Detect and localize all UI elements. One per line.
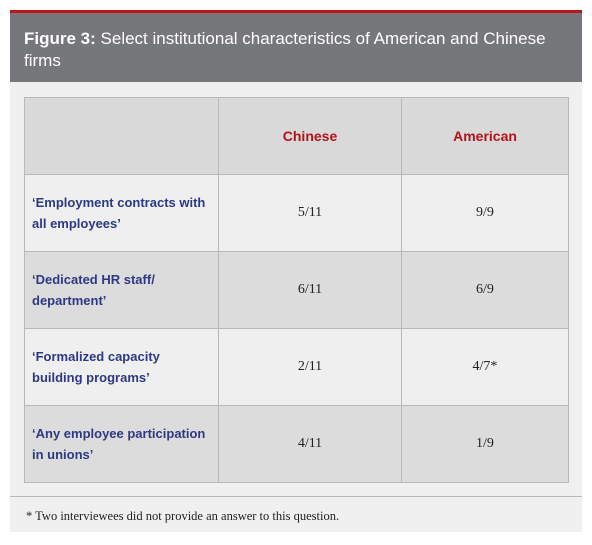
figure-title: Select institutional characteristics of … bbox=[24, 29, 546, 70]
cell-value: 5/11 bbox=[218, 174, 402, 252]
row-label: ‘Any employee participation in unions’ bbox=[24, 405, 219, 483]
cell-value: 1/9 bbox=[401, 405, 569, 483]
table-row: ‘Employment contracts with all employees… bbox=[24, 174, 569, 252]
cell-value: 6/9 bbox=[401, 251, 569, 329]
row-label: ‘Employment contracts with all employees… bbox=[24, 174, 219, 252]
table-row: ‘Any employee participation in unions’ 4/… bbox=[24, 405, 569, 483]
column-header: Chinese bbox=[218, 97, 402, 175]
table-row: ‘Formalized capacity building programs’ 2… bbox=[24, 328, 569, 406]
row-label: ‘Dedicated HR staff/ department’ bbox=[24, 251, 219, 329]
cell-value: 4/11 bbox=[218, 405, 402, 483]
table-row: ‘Dedicated HR staff/ department’ 6/11 6/9 bbox=[24, 251, 569, 329]
footnote: * Two interviewees did not provide an an… bbox=[26, 509, 340, 523]
figure-header: Figure 3: Select institutional character… bbox=[10, 13, 582, 82]
cell-value: 4/7* bbox=[401, 328, 569, 406]
accent-line bbox=[10, 10, 582, 13]
figure-body: Chinese American ‘Employment contracts w… bbox=[10, 82, 582, 532]
divider bbox=[10, 496, 582, 497]
cell-value: 6/11 bbox=[218, 251, 402, 329]
column-header: American bbox=[401, 97, 569, 175]
header-row: Chinese American bbox=[24, 97, 569, 175]
figure-label: Figure 3: bbox=[24, 29, 96, 48]
row-label: ‘Formalized capacity building programs’ bbox=[24, 328, 219, 406]
corner-cell bbox=[24, 97, 219, 175]
table: Chinese American ‘Employment contracts w… bbox=[24, 97, 569, 483]
cell-value: 9/9 bbox=[401, 174, 569, 252]
cell-value: 2/11 bbox=[218, 328, 402, 406]
